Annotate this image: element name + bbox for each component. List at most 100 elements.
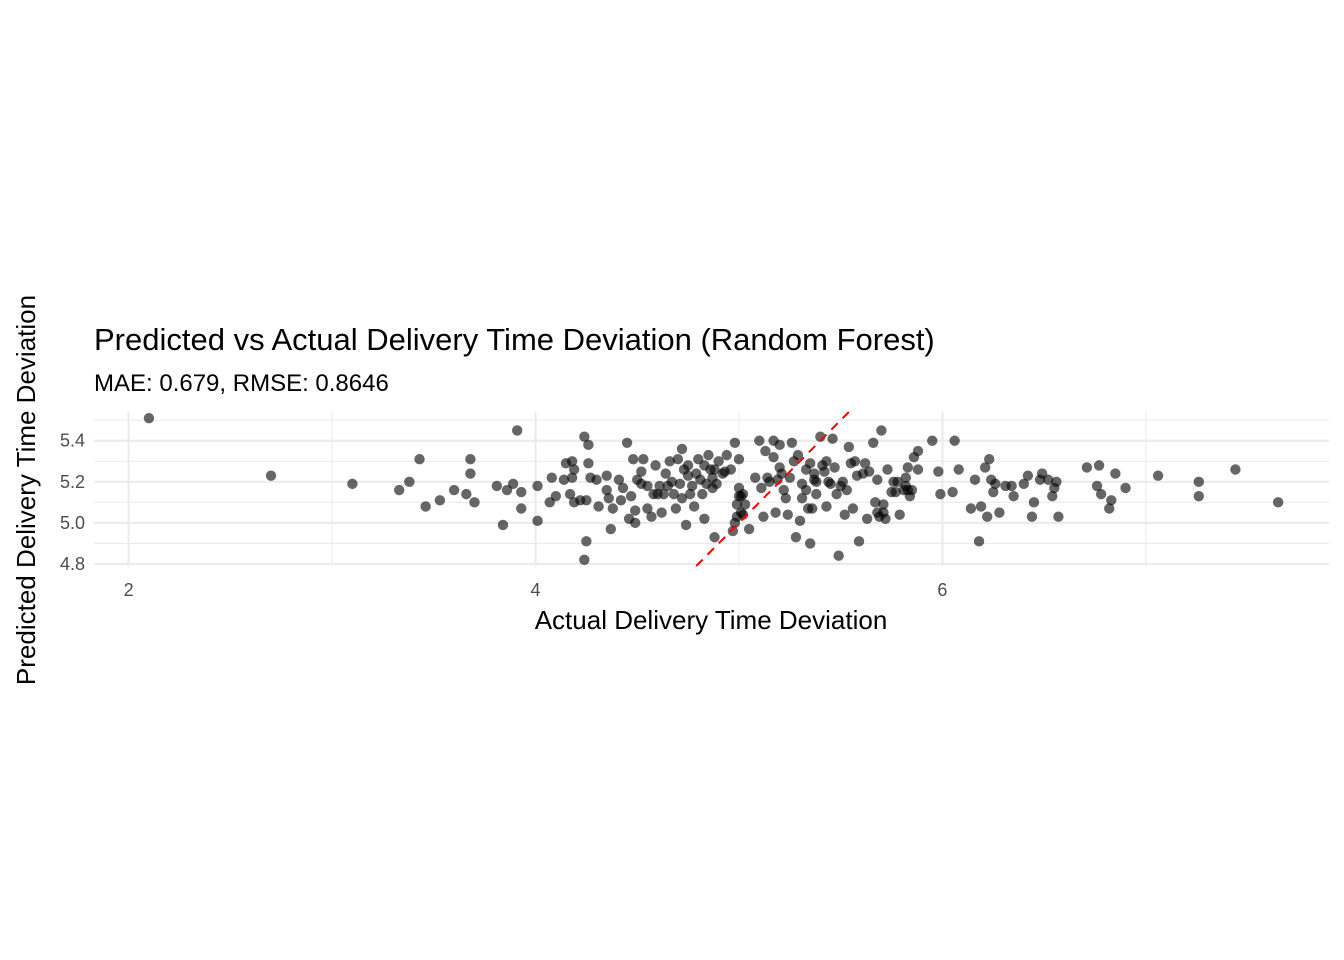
data-point: [461, 488, 472, 500]
data-point: [469, 497, 480, 508]
data-point: [727, 525, 739, 537]
data-point: [491, 480, 503, 492]
data-point: [981, 511, 993, 522]
data-point: [754, 435, 765, 446]
data-point: [711, 478, 722, 490]
data-point: [414, 454, 425, 465]
data-point: [1193, 490, 1204, 502]
data-point: [780, 493, 791, 504]
data-point: [516, 486, 527, 498]
data-point: [770, 507, 781, 518]
data-point: [347, 478, 358, 490]
data-point: [1008, 490, 1019, 502]
data-point: [668, 488, 680, 500]
data-point: [709, 532, 720, 543]
data-point: [853, 536, 865, 547]
data-point: [859, 458, 871, 469]
data-point: [725, 464, 737, 475]
data-point: [656, 507, 667, 518]
y-tick-label: 4.8: [60, 554, 85, 574]
data-point: [973, 536, 985, 547]
data-point: [564, 488, 576, 500]
data-point: [776, 468, 787, 479]
data-point: [790, 532, 802, 543]
data-point: [627, 454, 639, 465]
data-point: [969, 474, 981, 485]
data-point: [532, 515, 543, 527]
data-point: [849, 456, 861, 467]
data-point: [1081, 462, 1093, 473]
data-point: [831, 488, 842, 500]
x-tick-label: 4: [530, 580, 540, 600]
data-point: [811, 488, 822, 500]
data-point: [680, 519, 692, 531]
data-point: [800, 484, 812, 496]
data-point: [731, 499, 743, 510]
data-point: [676, 443, 688, 455]
data-point: [890, 486, 901, 498]
data-point: [796, 493, 808, 504]
data-point: [1047, 490, 1058, 502]
data-point: [1028, 497, 1040, 508]
data-point: [1230, 464, 1241, 475]
data-point: [507, 478, 519, 490]
chart-subtitle: MAE: 0.679, RMSE: 0.8646: [94, 370, 389, 397]
data-point: [825, 478, 836, 490]
data-point: [703, 449, 714, 461]
data-point: [880, 513, 891, 524]
data-point: [1120, 482, 1131, 494]
data-point: [682, 470, 694, 481]
data-point: [558, 474, 570, 485]
data-point: [1091, 480, 1103, 492]
data-point: [861, 513, 873, 524]
data-point: [927, 435, 938, 446]
data-point: [819, 466, 830, 477]
data-point: [778, 484, 789, 496]
data-point: [839, 509, 850, 520]
data-point: [900, 472, 912, 483]
data-point: [975, 501, 987, 512]
data-point: [583, 439, 594, 451]
data-point: [642, 480, 653, 492]
data-point: [994, 507, 1005, 518]
data-point: [965, 503, 977, 514]
data-point: [984, 454, 995, 465]
data-point: [660, 468, 671, 479]
x-tick-label: 6: [937, 580, 947, 600]
data-point: [990, 478, 1001, 490]
data-point: [670, 503, 682, 514]
data-point: [605, 523, 616, 535]
data-point: [872, 474, 883, 485]
data-point: [902, 462, 914, 473]
data-point: [786, 437, 798, 448]
data-point: [1022, 470, 1034, 481]
data-point: [686, 480, 698, 492]
data-point: [933, 466, 944, 477]
data-point: [827, 433, 838, 444]
data-point: [566, 456, 578, 467]
data-point: [448, 484, 460, 496]
data-point: [601, 470, 612, 481]
data-point: [465, 454, 476, 465]
data-point: [1193, 476, 1204, 488]
data-point: [782, 509, 793, 520]
data-point: [664, 456, 675, 467]
data-point: [579, 554, 590, 566]
data-point: [1095, 488, 1107, 500]
data-point: [892, 476, 903, 488]
data-point: [676, 493, 688, 504]
data-point: [617, 482, 629, 494]
data-point: [630, 505, 641, 516]
data-point: [829, 462, 840, 473]
data-point: [393, 484, 405, 496]
data-point: [988, 486, 999, 498]
x-axis-ticks: 2 4 6: [124, 580, 948, 600]
data-point: [843, 441, 855, 453]
identity-reference-line: [695, 411, 850, 567]
data-point: [615, 495, 627, 506]
data-point: [1043, 474, 1054, 485]
y-tick-label: 5.0: [60, 513, 85, 533]
data-point: [733, 454, 745, 465]
data-point: [1104, 503, 1115, 514]
data-point: [593, 501, 604, 512]
